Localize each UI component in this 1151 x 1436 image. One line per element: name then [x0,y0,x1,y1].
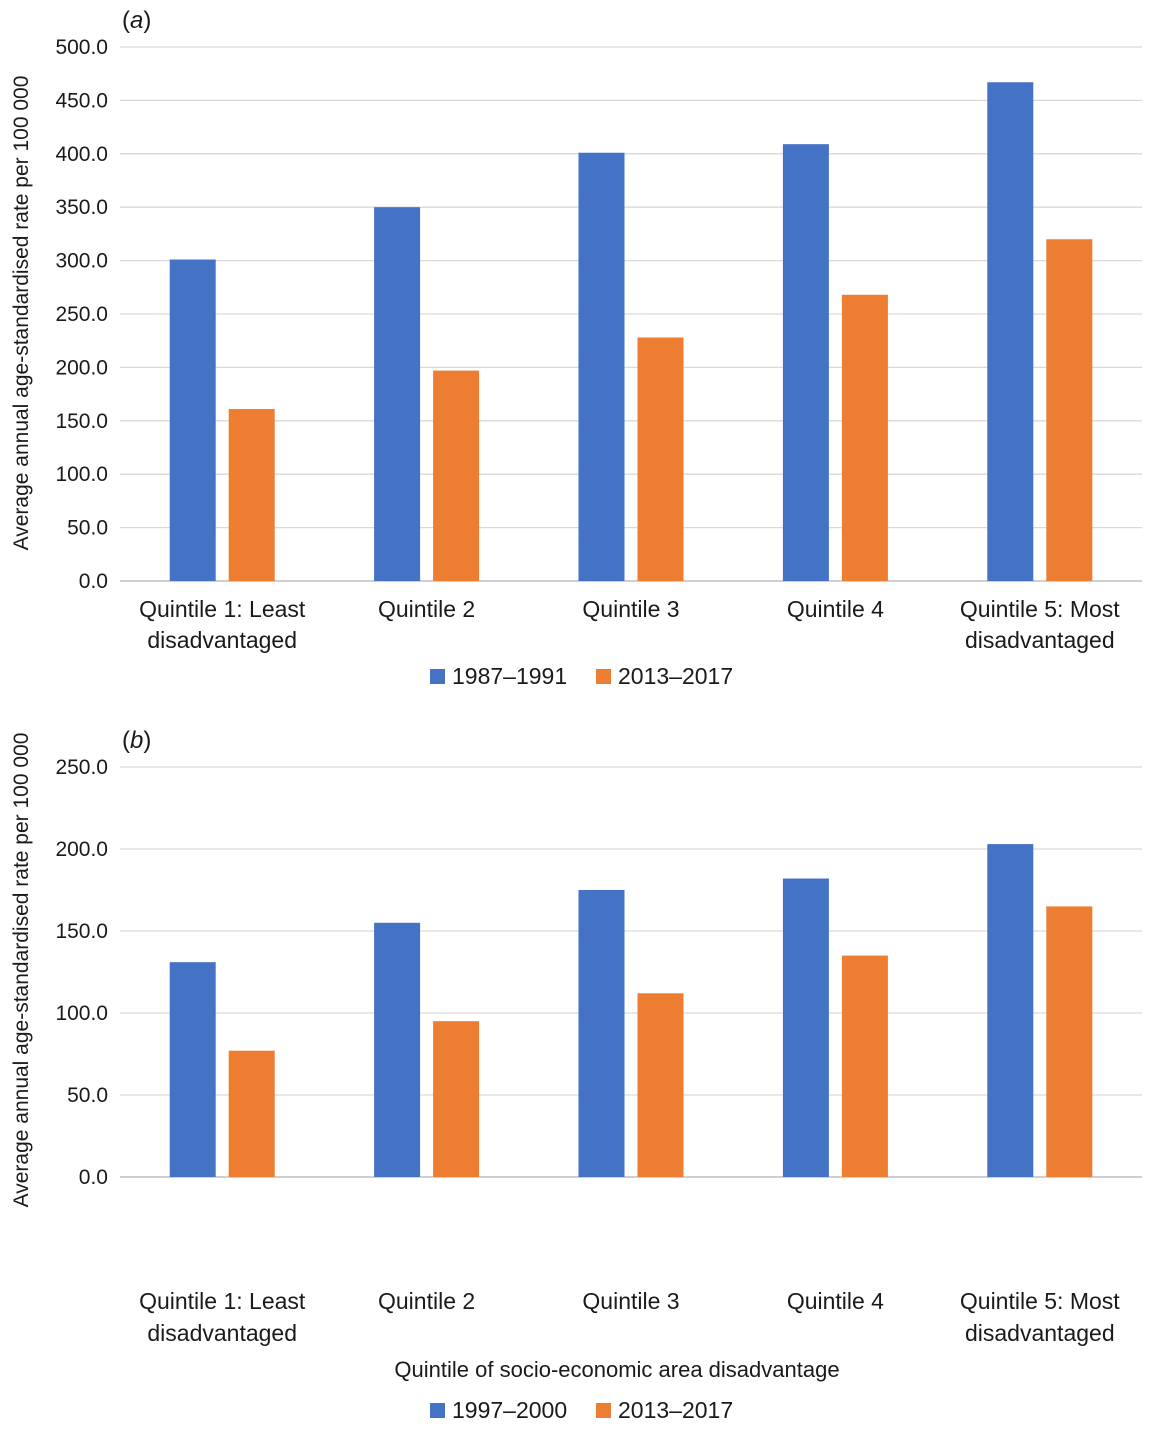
bar-series2-q4 [841,294,888,581]
bar-series2-q5 [1046,906,1093,1177]
y-tick-label: 100.0 [55,463,108,486]
y-tick-label: 50.0 [67,1084,108,1107]
bar-series1-q5 [987,844,1034,1177]
y-tick-label: 50.0 [67,517,108,540]
bar-series2-q1 [228,409,275,581]
legend-label: 1987–1991 [452,663,567,689]
bar-series1-q1 [169,962,216,1177]
y-axis-label: Average annual age-standardised rate per… [10,733,33,1208]
y-tick-label: 450.0 [55,89,108,112]
panel-label: (b) [122,727,151,754]
bar-series2-q4 [841,955,888,1177]
x-category-label: Quintile 4 [787,596,884,622]
panel-label: (a) [122,7,151,34]
bar-series1-q5 [987,82,1034,581]
legend-swatch [430,1403,445,1418]
y-tick-label: 0.0 [79,570,108,593]
legend-label: 2013–2017 [618,663,733,689]
x-category-label: disadvantaged [147,1320,297,1346]
y-tick-label: 0.0 [79,1166,108,1189]
y-tick-label: 250.0 [55,756,108,779]
y-tick-label: 150.0 [55,410,108,433]
bar-series2-q2 [433,1021,480,1177]
bar-series2-q3 [637,337,684,581]
y-tick-label: 200.0 [55,838,108,861]
bar-series2-q1 [228,1050,275,1177]
chart-panel-b: (b) 0.0 50.0 100.0 150.0 200.0 250.0 Quintile 1… [10,727,1142,1423]
bar-series1-q1 [169,259,216,581]
x-category-label: Quintile 4 [787,1288,884,1314]
legend: 1987–1991 2013–2017 [430,663,733,689]
y-tick-label: 350.0 [55,196,108,219]
bar-series2-q3 [637,993,684,1177]
y-tick-label: 400.0 [55,143,108,166]
bar-series1-q3 [578,890,625,1177]
bar-series1-q4 [782,878,829,1177]
y-tick-label: 100.0 [55,1002,108,1025]
y-tick-label: 250.0 [55,303,108,326]
legend-swatch [430,669,445,684]
y-tick-label: 200.0 [55,356,108,379]
x-category-label: disadvantaged [147,627,297,653]
x-category-label: Quintile 1: Least [139,1288,306,1314]
bar-series1-q2 [374,207,421,581]
x-category-label: disadvantaged [965,1320,1115,1346]
x-axis-title: Quintile of socio-economic area disadvan… [394,1357,839,1382]
legend-swatch [596,1403,611,1418]
x-category-label: Quintile 3 [582,596,679,622]
bar-series2-q2 [433,370,480,581]
y-tick-label: 300.0 [55,250,108,273]
x-category-label: Quintile 2 [378,596,475,622]
x-category-label: Quintile 1: Least [139,596,306,622]
x-category-label: Quintile 3 [582,1288,679,1314]
x-category-label: Quintile 5: Most [960,596,1120,622]
x-category-label: Quintile 5: Most [960,1288,1120,1314]
chart-panel-a: (a) 0.0 50.0 100.0 150.0 200.0 250.0 300.0 350.0… [10,7,1142,689]
bar-series1-q3 [578,152,625,581]
legend-label: 1997–2000 [452,1397,567,1423]
bar-series2-q5 [1046,239,1093,582]
x-category-label: disadvantaged [965,627,1115,653]
legend-label: 2013–2017 [618,1397,733,1423]
y-tick-label: 150.0 [55,920,108,943]
legend-swatch [596,669,611,684]
bar-series1-q2 [374,922,421,1177]
x-category-label: Quintile 2 [378,1288,475,1314]
y-tick-label: 500.0 [55,36,108,59]
legend: 1997–2000 2013–2017 [430,1397,733,1423]
y-axis-label: Average annual age-standardised rate per… [10,76,33,551]
bar-series1-q4 [782,144,829,582]
